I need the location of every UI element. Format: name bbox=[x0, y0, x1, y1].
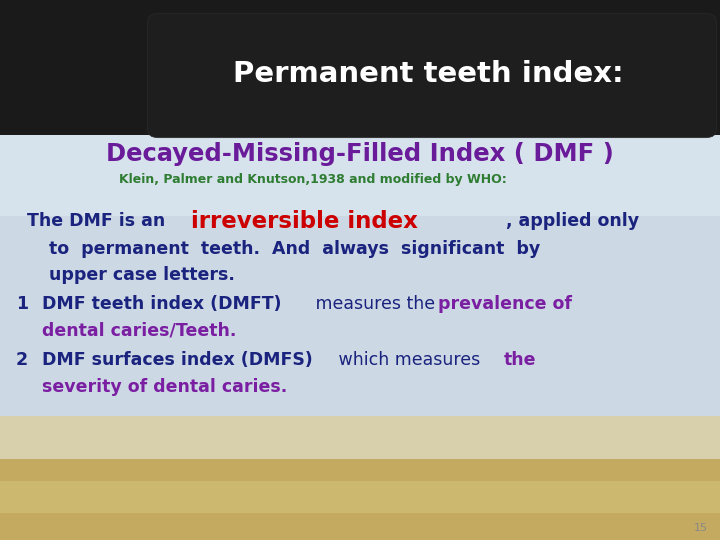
Text: Permanent teeth index:: Permanent teeth index: bbox=[233, 60, 624, 88]
Text: 15: 15 bbox=[694, 523, 708, 533]
Text: DMF teeth index (DMFT): DMF teeth index (DMFT) bbox=[42, 295, 282, 313]
Text: prevalence of: prevalence of bbox=[438, 295, 572, 313]
Bar bbox=[0, 459, 720, 540]
Text: Klein, Palmer and Knutson,1938 and modified by WHO:: Klein, Palmer and Knutson,1938 and modif… bbox=[120, 173, 507, 186]
Text: irreversible index: irreversible index bbox=[191, 210, 418, 233]
Text: which measures: which measures bbox=[333, 351, 485, 369]
Text: severity of dental caries.: severity of dental caries. bbox=[42, 377, 287, 396]
Text: upper case letters.: upper case letters. bbox=[49, 266, 235, 285]
Text: Decayed-Missing-Filled Index ( DMF ): Decayed-Missing-Filled Index ( DMF ) bbox=[106, 142, 614, 166]
Bar bbox=[0, 135, 720, 216]
Text: measures the: measures the bbox=[310, 295, 440, 313]
Text: The DMF is an: The DMF is an bbox=[27, 212, 171, 231]
Bar bbox=[0, 416, 720, 470]
Text: to  permanent  teeth.  And  always  significant  by: to permanent teeth. And always significa… bbox=[49, 240, 540, 259]
Text: 2: 2 bbox=[16, 351, 28, 369]
Bar bbox=[0, 135, 720, 421]
Bar bbox=[0, 481, 720, 513]
Text: the: the bbox=[504, 351, 536, 369]
Text: dental caries/Teeth.: dental caries/Teeth. bbox=[42, 321, 236, 340]
Text: DMF surfaces index (DMFS): DMF surfaces index (DMFS) bbox=[42, 351, 312, 369]
Text: 1: 1 bbox=[16, 295, 28, 313]
FancyBboxPatch shape bbox=[148, 14, 716, 138]
Text: , applied only: , applied only bbox=[506, 212, 639, 231]
